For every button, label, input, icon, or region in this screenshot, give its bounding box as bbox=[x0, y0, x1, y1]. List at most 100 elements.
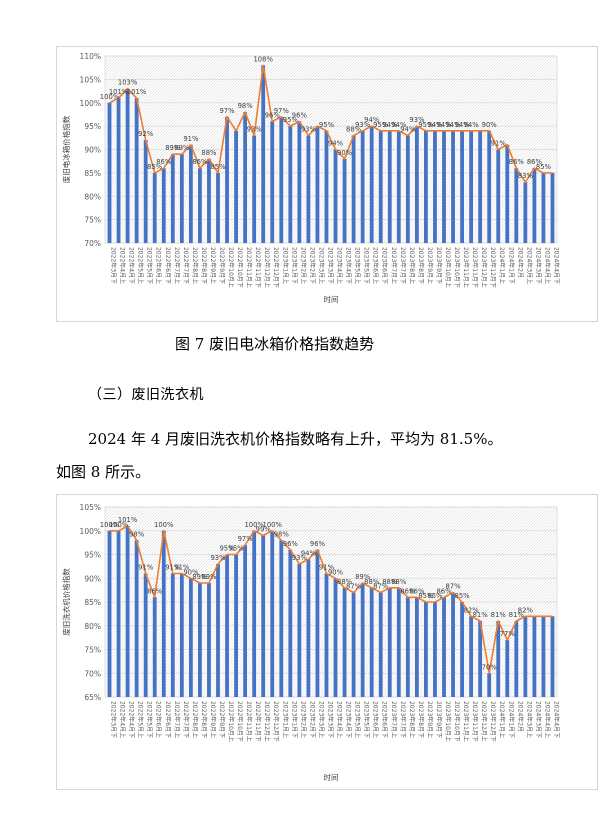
bar bbox=[261, 65, 266, 243]
bar bbox=[414, 597, 419, 697]
x-tick-label: 2022年10月上 bbox=[227, 701, 235, 742]
x-tick-label: 2023年6月上 bbox=[372, 247, 380, 284]
bar bbox=[360, 130, 365, 243]
data-label: 99% bbox=[256, 526, 272, 534]
x-tick-label: 2023年3月下 bbox=[326, 701, 334, 738]
bar bbox=[541, 616, 546, 697]
bar bbox=[270, 530, 275, 697]
data-label: 95% bbox=[319, 121, 335, 129]
data-label: 95% bbox=[418, 121, 434, 129]
bar bbox=[134, 98, 139, 243]
data-label: 94% bbox=[427, 121, 443, 129]
data-label: 94% bbox=[364, 116, 380, 124]
x-tick-label: 2023年1月上 bbox=[281, 701, 289, 738]
x-tick-label: 2023年3月上 bbox=[317, 247, 325, 284]
data-label: 94% bbox=[464, 121, 480, 129]
bar bbox=[414, 126, 419, 243]
x-tick-label: 2024年1月上 bbox=[498, 701, 506, 738]
bar bbox=[523, 616, 528, 697]
x-tick-label: 2022年11月下 bbox=[254, 701, 262, 742]
x-tick-label: 2024年3月上 bbox=[525, 247, 533, 284]
bar bbox=[306, 559, 311, 697]
bar bbox=[270, 121, 275, 243]
bar bbox=[333, 149, 338, 243]
data-label: 94% bbox=[436, 121, 452, 129]
bar bbox=[532, 616, 537, 697]
data-label: 77% bbox=[500, 630, 516, 638]
data-label: 101% bbox=[118, 516, 138, 524]
x-tick-label: 2022年9月下 bbox=[218, 701, 226, 738]
bar bbox=[252, 135, 257, 243]
data-label: 86% bbox=[400, 587, 416, 595]
x-tick-label: 2023年11月上 bbox=[462, 701, 470, 742]
x-tick-label: 2022年6月下 bbox=[164, 701, 172, 738]
bar bbox=[460, 602, 464, 697]
data-label: 89% bbox=[174, 144, 190, 152]
bar bbox=[550, 616, 555, 697]
data-label: 100% bbox=[154, 521, 174, 529]
data-label: 108% bbox=[253, 55, 273, 63]
bar bbox=[261, 535, 266, 697]
x-tick-label: 2022年8月下 bbox=[200, 247, 208, 284]
data-label: 96% bbox=[283, 540, 299, 548]
data-label: 90% bbox=[328, 568, 344, 576]
data-label: 93% bbox=[301, 125, 317, 133]
bar bbox=[424, 602, 428, 697]
data-label: 96% bbox=[310, 540, 326, 548]
x-tick-label: 2024年4月下 bbox=[552, 701, 560, 738]
bar bbox=[198, 168, 202, 243]
data-label: 98% bbox=[274, 530, 290, 538]
y-axis-label: 废旧洗衣机价格指数 bbox=[61, 568, 71, 636]
data-label: 97% bbox=[219, 107, 235, 115]
data-label: 95% bbox=[219, 545, 235, 553]
data-label: 98% bbox=[238, 102, 254, 110]
data-label: 95% bbox=[229, 545, 245, 553]
x-tick-label: 2023年1月下 bbox=[290, 701, 298, 738]
x-tick-label: 2023年11月下 bbox=[471, 701, 479, 742]
bar bbox=[170, 573, 175, 697]
data-label: 91% bbox=[183, 135, 199, 143]
bar bbox=[324, 573, 329, 697]
data-label: 70% bbox=[482, 663, 498, 671]
data-label: 83% bbox=[518, 172, 534, 180]
y-tick-label: 100% bbox=[80, 99, 101, 108]
figure-7-chart: 70% 75% 80% 85% 90% 95% 100% 105% 110% 100% 101% 10… bbox=[56, 46, 598, 322]
x-tick-label: 2022年11月下 bbox=[254, 247, 262, 288]
data-label: 100% bbox=[244, 521, 264, 529]
x-tick-label: 2023年7月上 bbox=[390, 247, 398, 284]
bar bbox=[424, 130, 428, 243]
data-label: 96% bbox=[265, 111, 281, 119]
data-label: 97% bbox=[238, 535, 254, 543]
x-tick-label: 2022年4月上 bbox=[119, 247, 127, 284]
x-tick-label: 2022年4月下 bbox=[128, 701, 136, 738]
x-tick-label: 2022年3月下 bbox=[110, 701, 118, 738]
x-tick-label: 2023年9月上 bbox=[426, 701, 434, 738]
y-tick-label: 110% bbox=[80, 52, 101, 61]
x-tick-label: 2023年5月下 bbox=[363, 247, 371, 284]
data-label: 92% bbox=[138, 130, 154, 138]
x-tick-label: 2023年3月上 bbox=[317, 701, 325, 738]
bar bbox=[451, 130, 455, 243]
bar bbox=[324, 130, 329, 243]
bar bbox=[333, 578, 338, 697]
x-tick-label: 2022年12月下 bbox=[272, 701, 280, 742]
x-tick-label: 2024年4月上 bbox=[543, 701, 551, 738]
x-tick-label: 2022年12月上 bbox=[263, 247, 271, 288]
bar bbox=[315, 549, 320, 697]
x-tick-label: 2022年12月下 bbox=[272, 247, 280, 288]
y-tick-label: 70% bbox=[84, 669, 101, 678]
data-label: 89% bbox=[355, 573, 371, 581]
x-tick-label: 2023年8月上 bbox=[408, 701, 416, 738]
x-tick-label: 2023年11月下 bbox=[471, 247, 479, 288]
bar bbox=[405, 597, 410, 697]
bar bbox=[532, 168, 537, 243]
data-label: 91% bbox=[165, 564, 181, 572]
x-tick-label: 2023年5月下 bbox=[363, 701, 371, 738]
x-tick-label: 2022年9月下 bbox=[218, 247, 226, 284]
bar bbox=[514, 168, 519, 243]
x-tick-label: 2024年2月 bbox=[516, 247, 524, 278]
data-label: 86% bbox=[409, 587, 425, 595]
y-tick-label: 105% bbox=[80, 75, 101, 84]
x-tick-label: 2022年7月下 bbox=[182, 701, 190, 738]
x-tick-label: 2023年4月上 bbox=[336, 247, 344, 284]
